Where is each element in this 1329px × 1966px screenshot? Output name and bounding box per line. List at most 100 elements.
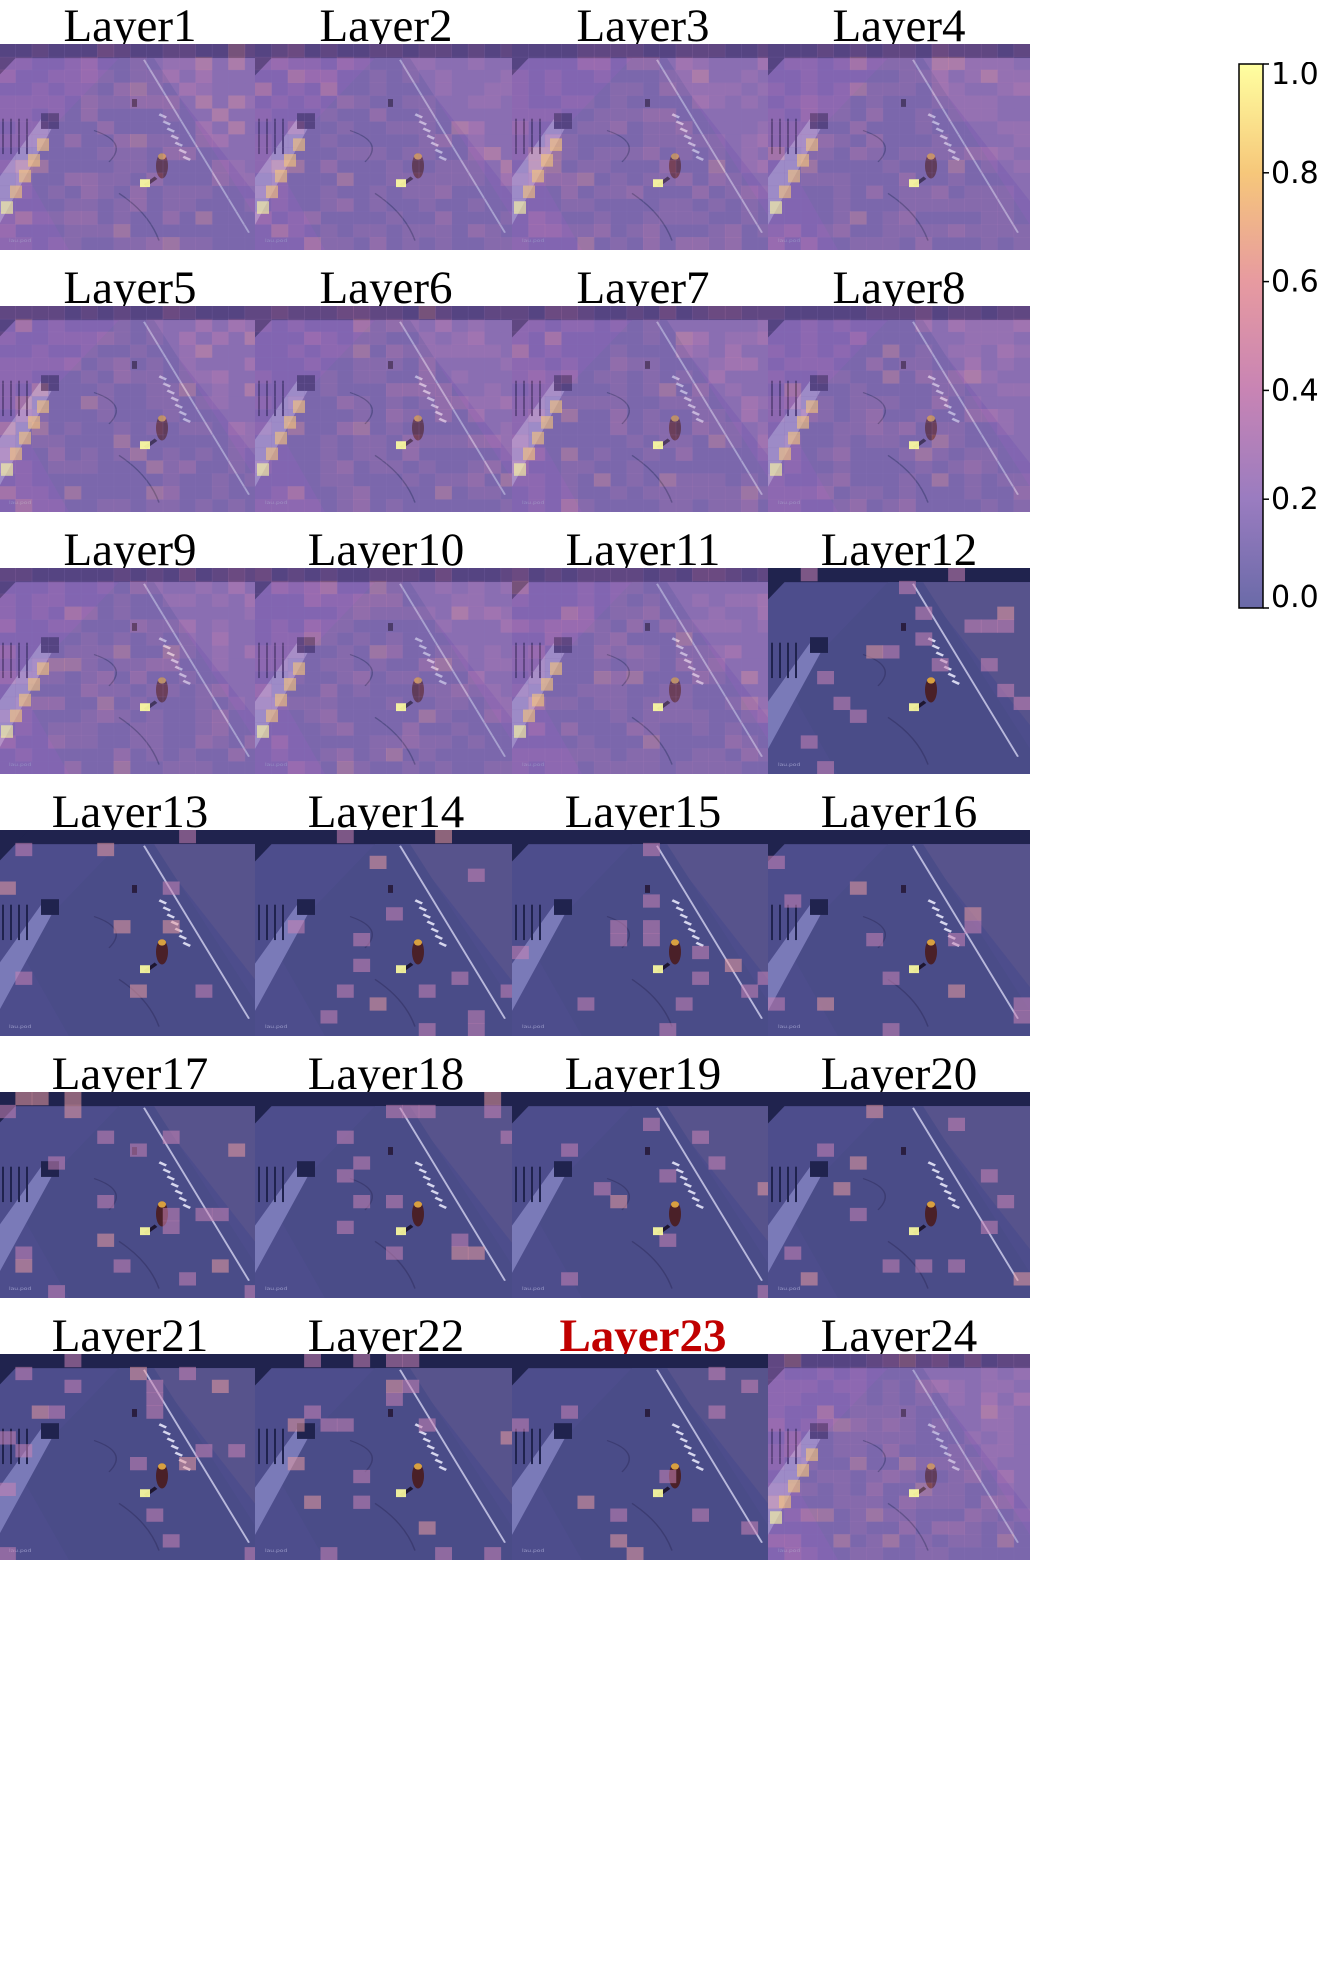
attention-map: lau.pod: [512, 44, 774, 250]
svg-text:lau.pod: lau.pod: [265, 1549, 287, 1554]
attention-map-image: lau.pod: [768, 44, 1030, 250]
attention-map-image: lau.pod: [768, 306, 1030, 512]
layer-title: Layer21: [51, 1310, 209, 1362]
attention-map-image: lau.pod: [0, 1354, 261, 1560]
attention-map-image: lau.pod: [255, 306, 517, 512]
colorbar-tick-label: 0.2: [1271, 482, 1319, 517]
attention-map: lau.pod: [768, 44, 1030, 250]
layer-panel: Layer15 lau.pod: [512, 786, 774, 1048]
layer-panel: Layer20 lau.pod: [768, 1048, 1030, 1310]
attention-map: lau.pod: [0, 1092, 261, 1298]
layer-panel: Layer3 lau.pod: [512, 0, 774, 262]
layer-panel: Layer22 lau.pod: [255, 1310, 517, 1572]
attention-map: lau.pod: [512, 1092, 774, 1298]
attention-map-image: lau.pod: [0, 568, 261, 774]
layer-panel: Layer13 lau.pod: [0, 786, 261, 1048]
svg-text:lau.pod: lau.pod: [9, 1549, 31, 1554]
attention-map: lau.pod: [768, 306, 1030, 512]
svg-text:lau.pod: lau.pod: [522, 1287, 544, 1292]
svg-text:lau.pod: lau.pod: [265, 239, 287, 244]
svg-text:lau.pod: lau.pod: [778, 1549, 800, 1554]
svg-text:lau.pod: lau.pod: [265, 501, 287, 506]
svg-text:lau.pod: lau.pod: [778, 239, 800, 244]
attention-map-image: lau.pod: [512, 306, 774, 512]
attention-map: lau.pod: [512, 306, 774, 512]
attention-map: lau.pod: [512, 830, 774, 1036]
svg-text:lau.pod: lau.pod: [265, 1287, 287, 1292]
layer-title: Layer17: [51, 1048, 209, 1100]
attention-map-image: lau.pod: [255, 44, 517, 250]
layer-title: Layer5: [63, 262, 197, 314]
attention-map-image: lau.pod: [255, 568, 517, 774]
svg-text:lau.pod: lau.pod: [9, 501, 31, 506]
layer-panel: Layer6 lau.pod: [255, 262, 517, 524]
svg-text:lau.pod: lau.pod: [522, 763, 544, 768]
attention-map: lau.pod: [768, 830, 1030, 1036]
layer-panel: Layer18 lau.pod: [255, 1048, 517, 1310]
attention-map-image: lau.pod: [0, 306, 261, 512]
layer-title: Layer11: [565, 524, 721, 576]
attention-map: lau.pod: [512, 568, 774, 774]
colorbar: 1.0 0.8 0.6 0.4 0.2 0.0: [1238, 62, 1319, 612]
svg-text:lau.pod: lau.pod: [9, 763, 31, 768]
attention-map: lau.pod: [0, 1354, 261, 1560]
attention-map: lau.pod: [768, 1354, 1030, 1560]
layer-panel: Layer11 lau.pod: [512, 524, 774, 786]
attention-map: lau.pod: [255, 306, 517, 512]
colorbar-gradient: [1238, 63, 1264, 609]
attention-map: lau.pod: [0, 830, 261, 1036]
attention-map-image: lau.pod: [255, 1354, 517, 1560]
layer-title: Layer9: [63, 524, 197, 576]
attention-map: lau.pod: [512, 1354, 774, 1560]
attention-map-image: lau.pod: [0, 44, 261, 250]
layer-title: Layer1: [63, 0, 197, 52]
layer-title: Layer8: [832, 262, 966, 314]
svg-text:lau.pod: lau.pod: [778, 1287, 800, 1292]
attention-map: lau.pod: [768, 1092, 1030, 1298]
svg-text:lau.pod: lau.pod: [522, 1549, 544, 1554]
attention-map-image: lau.pod: [255, 830, 517, 1036]
layer-title: Layer14: [307, 786, 465, 838]
svg-text:lau.pod: lau.pod: [778, 763, 800, 768]
layer-panel: Layer4 lau.pod: [768, 0, 1030, 262]
colorbar-tick-label: 0.6: [1271, 265, 1319, 300]
layer-panel: Layer14 lau.pod: [255, 786, 517, 1048]
layer-panel: Layer21 lau.pod: [0, 1310, 261, 1572]
layer-panel: Layer17 lau.pod: [0, 1048, 261, 1310]
attention-map-image: lau.pod: [512, 1354, 774, 1560]
layer-title: Layer6: [319, 262, 453, 314]
colorbar-tick-label: 0.4: [1271, 373, 1319, 408]
layer-title: Layer24: [820, 1310, 978, 1362]
layer-panel: Layer19 lau.pod: [512, 1048, 774, 1310]
layer-title: Layer15: [564, 786, 722, 838]
layer-panel: Layer1 lau.pod: [0, 0, 261, 262]
colorbar-tick-label: 0.8: [1271, 156, 1319, 191]
svg-text:lau.pod: lau.pod: [9, 1287, 31, 1292]
layer-panel: Layer7 lau.pod: [512, 262, 774, 524]
attention-map: lau.pod: [255, 1354, 517, 1560]
svg-text:lau.pod: lau.pod: [9, 239, 31, 244]
attention-map: lau.pod: [255, 1092, 517, 1298]
attention-map-image: lau.pod: [512, 830, 774, 1036]
layer-title: Layer20: [820, 1048, 978, 1100]
attention-map-image: lau.pod: [768, 568, 1030, 774]
svg-text:lau.pod: lau.pod: [522, 501, 544, 506]
svg-text:lau.pod: lau.pod: [522, 1025, 544, 1030]
attention-map: lau.pod: [0, 306, 261, 512]
layer-panel: Layer8 lau.pod: [768, 262, 1030, 524]
attention-map: lau.pod: [255, 830, 517, 1036]
svg-text:lau.pod: lau.pod: [778, 501, 800, 506]
attention-map-image: lau.pod: [512, 1092, 774, 1298]
svg-text:lau.pod: lau.pod: [265, 763, 287, 768]
layer-title: Layer13: [51, 786, 209, 838]
attention-map-image: lau.pod: [768, 830, 1030, 1036]
layer-title: Layer16: [820, 786, 978, 838]
attention-map: lau.pod: [255, 44, 517, 250]
layer-panel: Layer5 lau.pod: [0, 262, 261, 524]
layer-title: Layer19: [564, 1048, 722, 1100]
colorbar-tick-label: 1.0: [1271, 62, 1319, 92]
colorbar-tick-label: 0.0: [1271, 580, 1319, 612]
layer-title: Layer7: [576, 262, 710, 314]
layer-title: Layer3: [576, 0, 710, 52]
attention-map-image: lau.pod: [768, 1092, 1030, 1298]
